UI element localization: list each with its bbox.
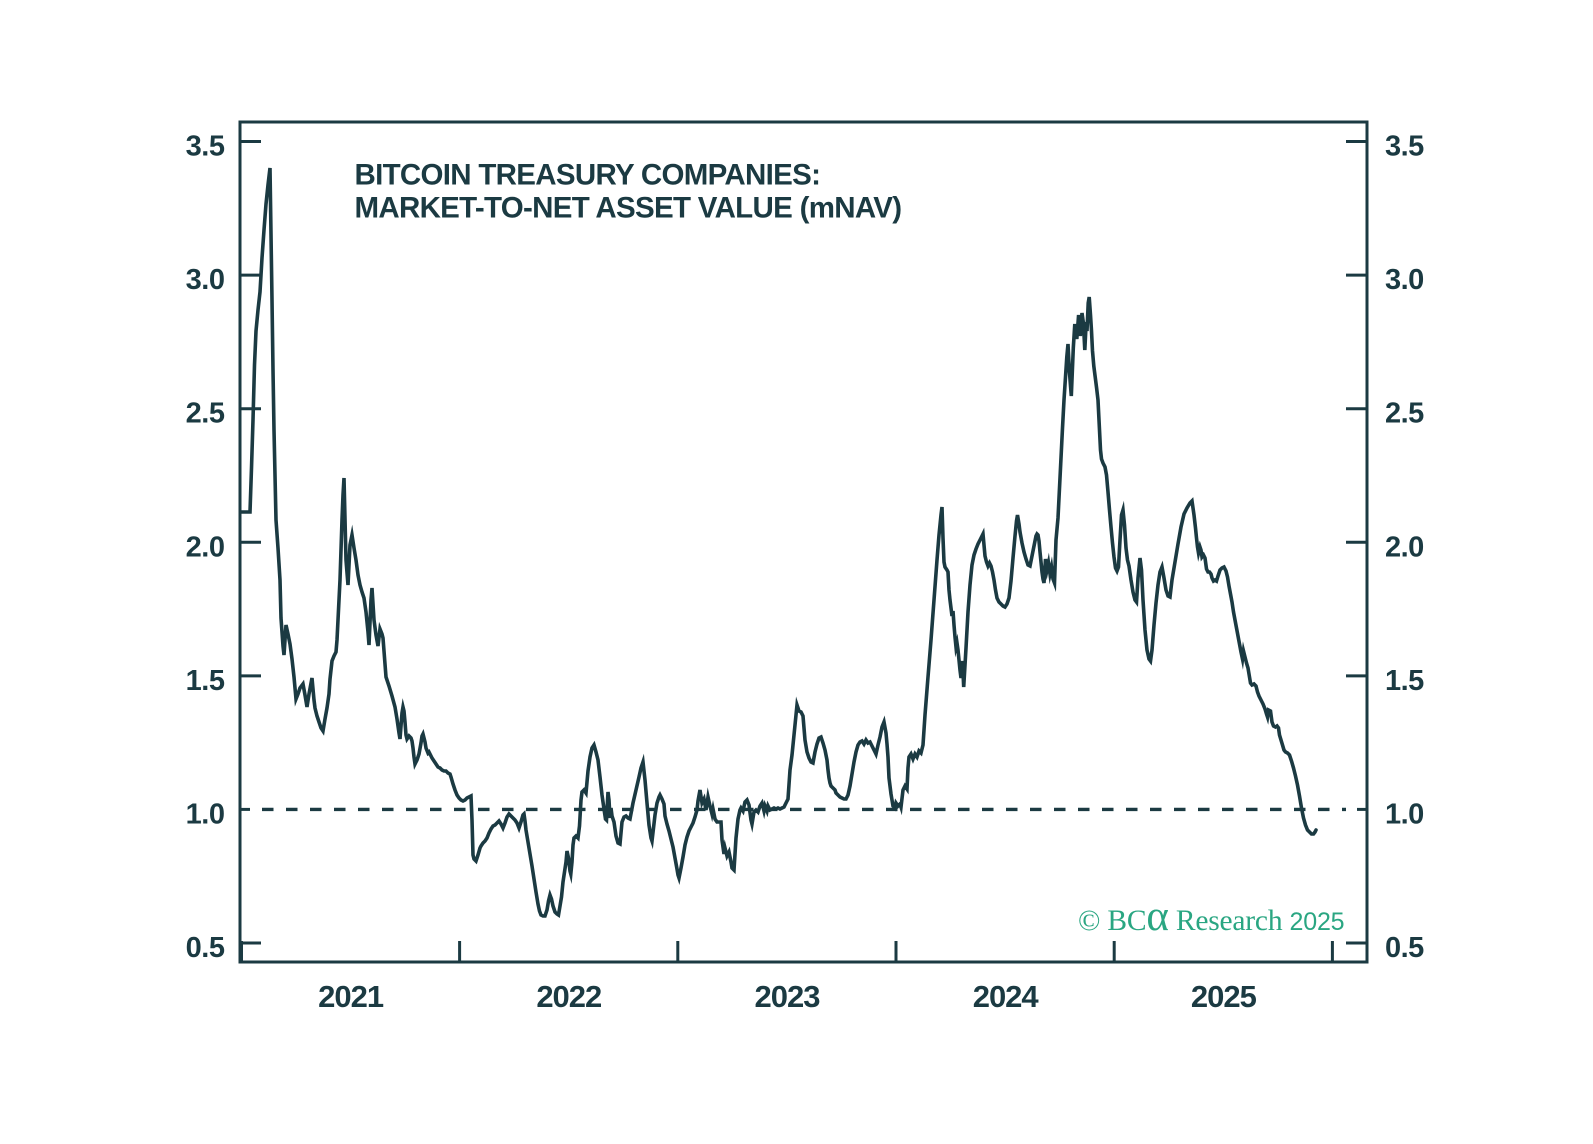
svg-text:1.0: 1.0	[186, 798, 225, 830]
svg-text:0.5: 0.5	[186, 932, 225, 964]
svg-text:MARKET-TO-NET ASSET VALUE (mNA: MARKET-TO-NET ASSET VALUE (mNAV)	[355, 192, 902, 225]
svg-text:3.0: 3.0	[1385, 264, 1424, 296]
svg-text:2022: 2022	[536, 979, 601, 1014]
svg-text:3.0: 3.0	[186, 264, 225, 296]
svg-text:2023: 2023	[755, 979, 821, 1014]
svg-text:3.5: 3.5	[1385, 131, 1424, 163]
svg-text:2.0: 2.0	[1385, 531, 1424, 563]
svg-text:2024: 2024	[973, 979, 1040, 1014]
svg-text:2.5: 2.5	[186, 398, 225, 430]
svg-text:2025: 2025	[1191, 979, 1257, 1014]
svg-text:0.5: 0.5	[1385, 932, 1424, 964]
svg-text:2.0: 2.0	[186, 531, 225, 563]
svg-text:3.5: 3.5	[186, 131, 225, 163]
svg-text:2.5: 2.5	[1385, 398, 1424, 430]
svg-text:BITCOIN TREASURY COMPANIES:: BITCOIN TREASURY COMPANIES:	[355, 159, 821, 192]
svg-text:1.5: 1.5	[1385, 665, 1424, 697]
svg-text:2021: 2021	[318, 979, 384, 1014]
svg-text:1.5: 1.5	[186, 665, 225, 697]
svg-text:1.0: 1.0	[1385, 798, 1424, 830]
